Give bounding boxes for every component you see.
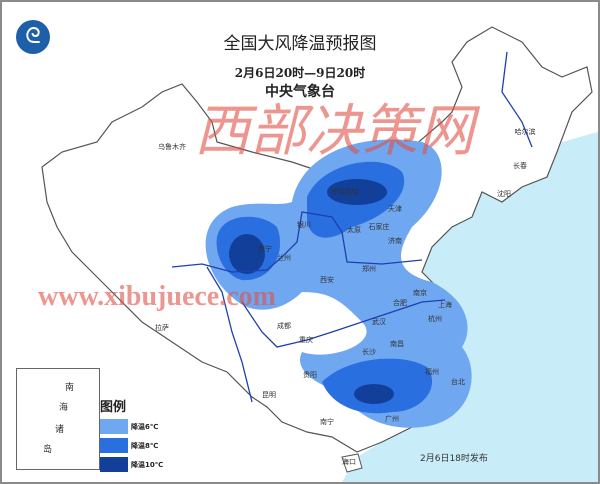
- city-label: 广州: [385, 415, 399, 423]
- sea: [342, 132, 598, 482]
- issue-time: 2月6日18时发布: [420, 454, 488, 464]
- city-label: 长沙: [362, 348, 376, 356]
- inset-label: 南: [65, 383, 75, 393]
- city-label: 台北: [451, 378, 465, 386]
- legend-swatch: [100, 419, 128, 434]
- city-label: 兰州: [277, 254, 291, 262]
- city-label: 沈阳: [497, 190, 511, 198]
- map-title: 全国大风降温预报图: [223, 34, 377, 54]
- city-label: 哈尔滨: [514, 128, 536, 136]
- legend-item: 降温10℃: [100, 457, 163, 472]
- city-label: 呼和浩特: [331, 188, 359, 196]
- city-label: 成都: [277, 322, 291, 330]
- city-label: 太原: [347, 226, 361, 234]
- legend-label: 降温10℃: [131, 460, 164, 469]
- city-label: 济南: [388, 237, 402, 245]
- city-label: 重庆: [299, 336, 313, 344]
- city-label: 武汉: [372, 318, 386, 326]
- issuer: 中央气象台: [265, 84, 335, 100]
- hainan-island: [341, 453, 363, 473]
- city-label: 杭州: [428, 315, 442, 323]
- city-label: 西宁: [258, 245, 272, 253]
- legend: 图例 降温6℃ 降温8℃ 降温10℃: [100, 400, 163, 472]
- legend-item: 降温8℃: [100, 438, 163, 453]
- forecast-period: 2月6日20时—9日20时: [234, 66, 366, 80]
- city-label: 昆明: [262, 391, 276, 399]
- legend-label: 降温6℃: [131, 422, 159, 431]
- city-label: 南京: [413, 289, 427, 297]
- city-label: 南昌: [390, 340, 404, 348]
- inset-label: 诸: [55, 425, 65, 435]
- cma-logo-icon: ᘓ: [16, 20, 50, 54]
- south-china-sea-inset: 南 海 诸 岛: [16, 368, 100, 470]
- city-label: 上海: [438, 301, 452, 309]
- watermark-url: www.xibujuece.com: [38, 281, 276, 312]
- watermark-text: 西部决策网: [194, 99, 474, 164]
- city-label: 合肥: [393, 299, 407, 307]
- city-label: 贵阳: [303, 371, 317, 379]
- city-label: 长春: [513, 162, 527, 170]
- city-label: 银川: [297, 221, 311, 229]
- city-label: 西安: [320, 276, 334, 284]
- city-label: 南宁: [320, 418, 334, 426]
- legend-swatch: [100, 438, 128, 453]
- city-label: 天津: [388, 205, 402, 213]
- city-label: 海口: [342, 458, 356, 466]
- legend-swatch: [100, 457, 128, 472]
- city-label: 乌鲁木齐: [158, 143, 186, 151]
- legend-item: 降温6℃: [100, 419, 163, 434]
- legend-label: 降温8℃: [131, 441, 159, 450]
- city-label: 拉萨: [155, 324, 169, 332]
- city-label: 郑州: [362, 265, 376, 273]
- cooling-zone-6: [205, 139, 472, 428]
- rivers: [171, 51, 533, 403]
- inset-label: 岛: [43, 445, 53, 455]
- cooling-zone-10: [229, 179, 394, 404]
- city-label: 石家庄: [368, 223, 390, 231]
- legend-title: 图例: [100, 400, 127, 415]
- city-label: 福州: [425, 368, 439, 376]
- inset-label: 海: [59, 403, 69, 413]
